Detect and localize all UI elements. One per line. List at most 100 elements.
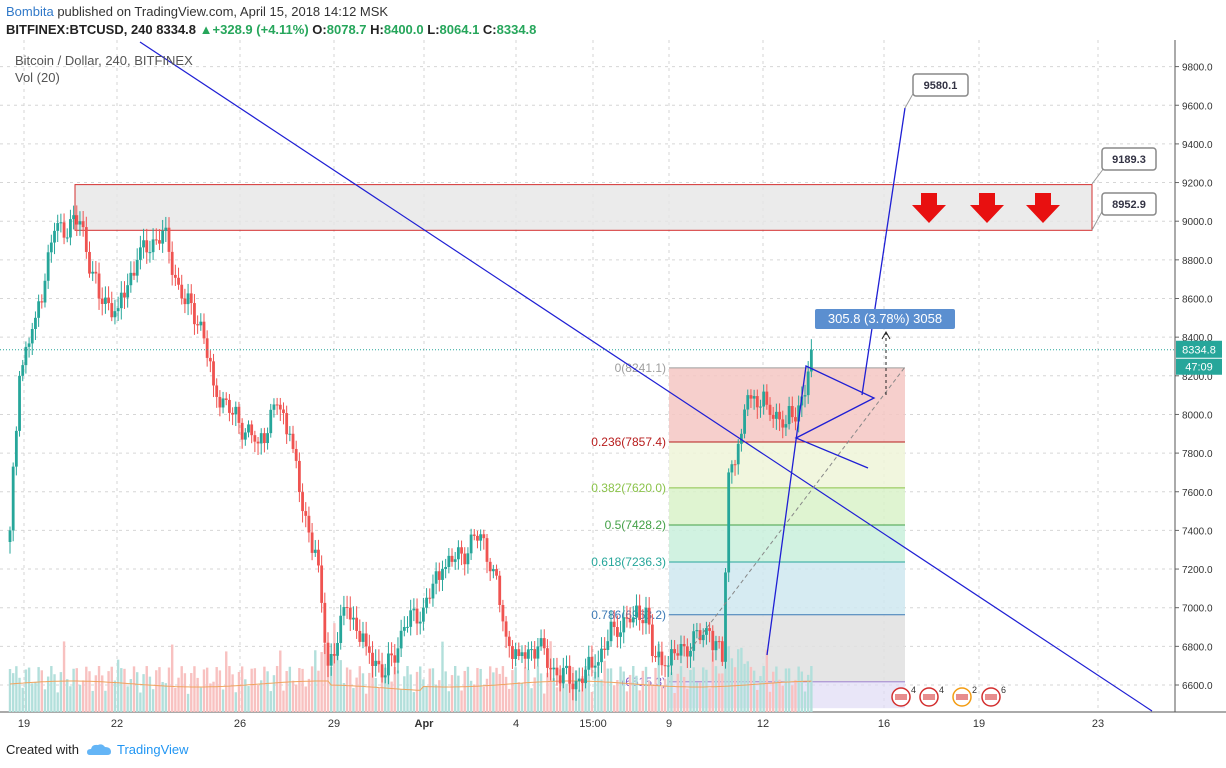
candle-body (689, 650, 692, 657)
candle-body (196, 324, 200, 326)
candle-body (186, 293, 190, 305)
candle-body (170, 251, 174, 275)
volume-bar (772, 671, 775, 712)
candle-body (784, 424, 788, 428)
volume-bar (285, 671, 288, 712)
candle-body (530, 649, 533, 651)
candle-body (259, 433, 263, 444)
candle-body (148, 252, 152, 254)
candle-body (415, 608, 419, 624)
candle-body (654, 656, 657, 658)
candle-body (695, 630, 699, 632)
volume-bar (768, 691, 772, 712)
high-value: 8400.0 (383, 22, 424, 37)
candle-body (536, 646, 540, 659)
descending-trendline (139, 41, 1153, 712)
volume-bar (692, 667, 695, 712)
volume-bar (743, 663, 746, 712)
candle-body (606, 641, 610, 650)
volume-bar (212, 681, 215, 712)
volume-bar (371, 666, 374, 712)
volume-bar (800, 671, 804, 712)
up-arrow-icon: ▲ (199, 22, 213, 37)
volume-bar (485, 678, 489, 712)
candle-body (215, 385, 219, 397)
candle-body (692, 631, 696, 651)
volume-bar (183, 673, 187, 712)
tradingview-brand[interactable]: TradingView (86, 742, 189, 757)
candle-body (485, 538, 489, 562)
volume-bar (425, 685, 428, 712)
candle-body (663, 665, 667, 667)
y-tick-label: 9800.0 (1182, 63, 1213, 74)
candle-body (740, 433, 743, 444)
candle-body (488, 561, 492, 572)
candle-body (177, 277, 180, 285)
price-chart[interactable]: 19 22 26 29 Apr 4 15:00 9 12 16 19 23 6600.0 6800.0 70… (0, 40, 1226, 740)
candle-body (402, 627, 406, 631)
volume-bar (686, 688, 689, 712)
volume-bar (717, 673, 721, 712)
down-arrow-icon (970, 193, 1004, 223)
tradingview-label[interactable]: TradingView (116, 742, 189, 757)
candle-body (717, 641, 721, 643)
volume-bar (676, 673, 679, 712)
volume-bar (116, 659, 120, 712)
candle-body (205, 338, 209, 358)
candle-body (447, 555, 451, 568)
volume-bar (298, 668, 301, 712)
candle-body (313, 549, 317, 553)
volume-bar (746, 661, 749, 712)
volume-bar (733, 667, 737, 712)
candle-body (107, 297, 110, 304)
candle-body (364, 633, 368, 647)
candle-body (650, 624, 654, 657)
chart-canvas[interactable]: 19 22 26 29 Apr 4 15:00 9 12 16 19 236600.06800.070… (0, 40, 1226, 740)
candle-body (558, 675, 562, 684)
candle-body (571, 683, 575, 690)
volume-bar (21, 687, 24, 712)
candle-body (65, 237, 69, 239)
y-tick-label: 8200.0 (1182, 372, 1213, 383)
volume-bar (482, 686, 486, 712)
candle-body (463, 553, 467, 565)
candle-body (75, 215, 79, 225)
candle-body (711, 630, 715, 651)
candle-body (129, 272, 133, 286)
candle-body (88, 251, 91, 274)
volume-bar (46, 676, 50, 712)
volume-bar (288, 666, 292, 712)
candle-body (231, 412, 234, 415)
open-value: 8078.7 (326, 22, 367, 37)
volume-bar (72, 668, 75, 712)
candle-body (676, 653, 680, 656)
volume-bar (514, 667, 517, 712)
volume-bar (91, 690, 94, 712)
volume-bar (708, 688, 711, 712)
candle-body (542, 638, 546, 649)
volume-bar (679, 666, 683, 712)
candle-body (282, 409, 285, 414)
volume-bar (295, 684, 298, 712)
volume-bar (555, 687, 559, 712)
candle-body (183, 298, 187, 305)
volume-bar (129, 679, 133, 712)
author-link[interactable]: Bombita (6, 4, 54, 19)
candle-body (361, 633, 365, 642)
candle-body (399, 630, 403, 649)
volume-bar (142, 674, 145, 712)
volume-bar (186, 693, 190, 712)
candle-body (587, 656, 591, 670)
price-callout-box (1101, 192, 1157, 216)
volume-bar (781, 685, 784, 712)
volume-bar (132, 666, 136, 712)
volume-bar (632, 666, 635, 712)
volume-bar (329, 667, 333, 712)
countdown-badge (1176, 358, 1222, 375)
y-tick-label: 7200.0 (1182, 565, 1213, 576)
candle-body (568, 665, 572, 684)
volume-bar (361, 673, 365, 712)
candle-body (49, 242, 53, 253)
volume-bar (228, 666, 231, 712)
candle-body (342, 607, 346, 616)
